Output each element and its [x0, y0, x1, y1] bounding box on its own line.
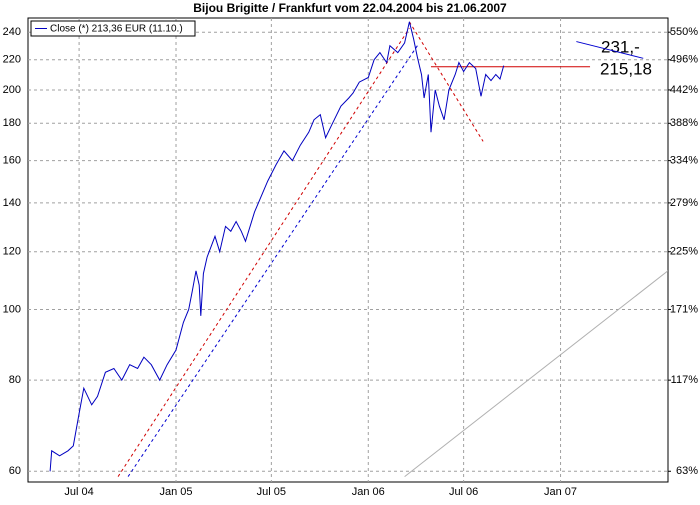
y-tick-label: 100	[3, 303, 21, 315]
marks	[49, 21, 668, 477]
annotation: 231,-	[601, 37, 640, 56]
y2-tick-label: 550%	[670, 26, 698, 38]
y2-tick-label: 63%	[676, 465, 698, 477]
y-tick-label: 120	[3, 246, 21, 258]
price-line	[49, 21, 505, 472]
x-tick-label: Jan 07	[544, 486, 577, 498]
y2-tick-label: 388%	[670, 117, 698, 129]
x-tick-label: Jan 06	[352, 486, 385, 498]
y2-tick-label: 334%	[670, 155, 698, 167]
y2-tick-label: 117%	[671, 374, 699, 386]
x-tick-label: Jul 06	[449, 486, 478, 498]
trend-line	[117, 27, 410, 477]
x-tick-label: Jul 04	[64, 486, 93, 498]
chart-title: Bijou Brigitte / Frankfurt vom 22.04.200…	[193, 1, 507, 15]
legend-box	[30, 20, 196, 37]
y-tick-label: 220	[3, 54, 21, 66]
y-tick-label: 160	[3, 155, 21, 167]
overlay: Close (*) 213,36 EUR (11.10.)	[35, 24, 644, 59]
trend-line	[127, 44, 419, 477]
y-tick-label: 60	[9, 465, 21, 477]
annotation: 215,18	[600, 59, 652, 78]
y2-tick-label: 171%	[670, 303, 698, 315]
x-tick-label: Jul 05	[257, 486, 286, 498]
trend-line	[576, 41, 644, 59]
y-tick-label: 140	[3, 197, 21, 209]
y-tick-label: 240	[3, 26, 21, 38]
y-tick-label: 180	[3, 117, 21, 129]
y2-tick-label: 279%	[670, 197, 698, 209]
y2-tick-label: 442%	[670, 84, 698, 96]
y2-tick-label: 496%	[670, 54, 698, 66]
y2-tick-label: 225%	[670, 246, 698, 258]
x-tick-label: Jan 05	[160, 486, 193, 498]
legend-label: Close (*) 213,36 EUR (11.10.)	[50, 24, 183, 35]
y-tick-label: 80	[9, 374, 21, 386]
y-tick-label: 200	[3, 84, 21, 96]
trend-line	[404, 270, 668, 477]
plot-frame	[27, 17, 669, 483]
